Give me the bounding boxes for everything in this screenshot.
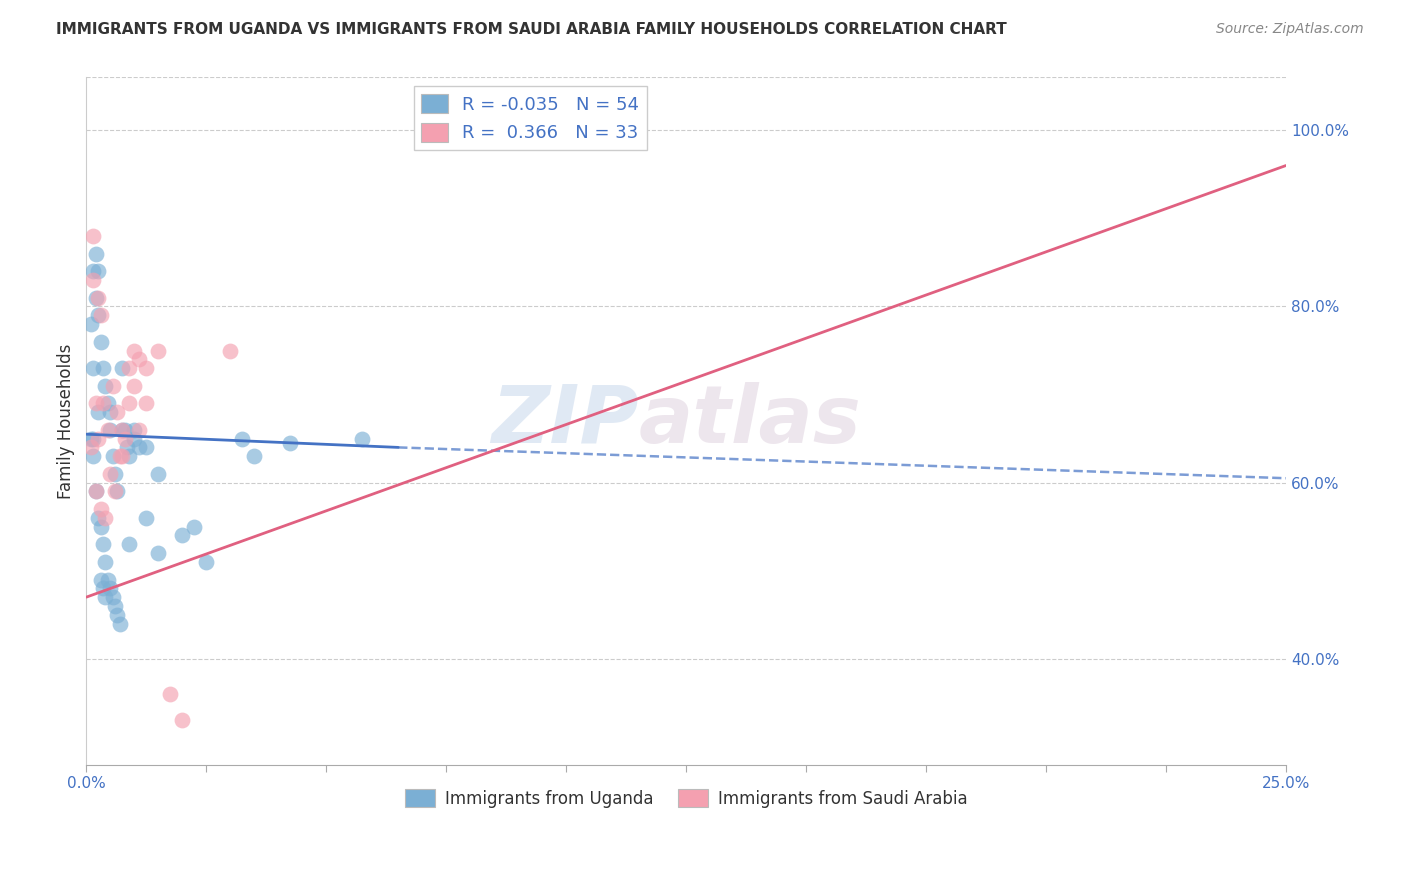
Point xyxy=(183,519,205,533)
Point xyxy=(111,449,134,463)
Point xyxy=(124,423,146,437)
Point xyxy=(80,317,103,331)
Point xyxy=(128,423,150,437)
Point xyxy=(97,573,120,587)
Point xyxy=(91,582,114,596)
Point xyxy=(124,432,146,446)
Point xyxy=(90,502,112,516)
Point xyxy=(124,343,146,358)
Point xyxy=(87,308,110,322)
Point xyxy=(118,449,141,463)
Point xyxy=(91,537,114,551)
Point xyxy=(128,441,150,455)
Point xyxy=(148,343,170,358)
Point xyxy=(128,352,150,367)
Point xyxy=(104,599,127,613)
Point xyxy=(172,714,194,728)
Point xyxy=(98,405,121,419)
Point xyxy=(135,511,157,525)
Point xyxy=(159,687,181,701)
Point xyxy=(114,432,136,446)
Point xyxy=(98,423,121,437)
Point xyxy=(231,432,253,446)
Point xyxy=(84,396,107,410)
Point xyxy=(87,264,110,278)
Point xyxy=(87,291,110,305)
Point xyxy=(118,396,141,410)
Point xyxy=(108,449,131,463)
Point xyxy=(90,308,112,322)
Point xyxy=(80,441,103,455)
Point xyxy=(87,511,110,525)
Point xyxy=(148,467,170,481)
Point xyxy=(97,396,120,410)
Point xyxy=(82,361,104,376)
Text: atlas: atlas xyxy=(638,382,860,460)
Y-axis label: Family Households: Family Households xyxy=(58,343,75,499)
Point xyxy=(101,378,124,392)
Point xyxy=(84,291,107,305)
Point xyxy=(108,616,131,631)
Point xyxy=(94,378,117,392)
Point xyxy=(111,361,134,376)
Point xyxy=(278,436,301,450)
Point xyxy=(84,484,107,499)
Point xyxy=(90,519,112,533)
Point xyxy=(97,423,120,437)
Point xyxy=(82,432,104,446)
Point xyxy=(91,361,114,376)
Point xyxy=(87,405,110,419)
Legend: Immigrants from Uganda, Immigrants from Saudi Arabia: Immigrants from Uganda, Immigrants from … xyxy=(398,782,974,814)
Point xyxy=(114,423,136,437)
Point xyxy=(195,555,218,569)
Point xyxy=(135,441,157,455)
Text: Source: ZipAtlas.com: Source: ZipAtlas.com xyxy=(1216,22,1364,37)
Point xyxy=(603,123,626,137)
Point xyxy=(91,396,114,410)
Point xyxy=(94,555,117,569)
Point xyxy=(101,449,124,463)
Point xyxy=(98,582,121,596)
Point xyxy=(104,484,127,499)
Point xyxy=(104,467,127,481)
Point xyxy=(172,528,194,542)
Point xyxy=(111,423,134,437)
Point xyxy=(107,484,129,499)
Point xyxy=(148,546,170,560)
Point xyxy=(90,334,112,349)
Point xyxy=(111,423,134,437)
Point xyxy=(84,484,107,499)
Point xyxy=(82,229,104,244)
Point xyxy=(82,273,104,287)
Text: ZIP: ZIP xyxy=(491,382,638,460)
Point xyxy=(107,607,129,622)
Point xyxy=(84,246,107,260)
Point xyxy=(107,405,129,419)
Point xyxy=(101,590,124,604)
Point xyxy=(94,590,117,604)
Point xyxy=(98,467,121,481)
Point xyxy=(118,537,141,551)
Point xyxy=(124,378,146,392)
Point xyxy=(118,361,141,376)
Point xyxy=(135,361,157,376)
Point xyxy=(80,432,103,446)
Point xyxy=(82,449,104,463)
Point xyxy=(90,573,112,587)
Point xyxy=(219,343,242,358)
Point xyxy=(115,441,138,455)
Point xyxy=(87,432,110,446)
Text: IMMIGRANTS FROM UGANDA VS IMMIGRANTS FROM SAUDI ARABIA FAMILY HOUSEHOLDS CORRELA: IMMIGRANTS FROM UGANDA VS IMMIGRANTS FRO… xyxy=(56,22,1007,37)
Point xyxy=(94,511,117,525)
Point xyxy=(82,264,104,278)
Point xyxy=(352,432,374,446)
Point xyxy=(135,396,157,410)
Point xyxy=(243,449,266,463)
